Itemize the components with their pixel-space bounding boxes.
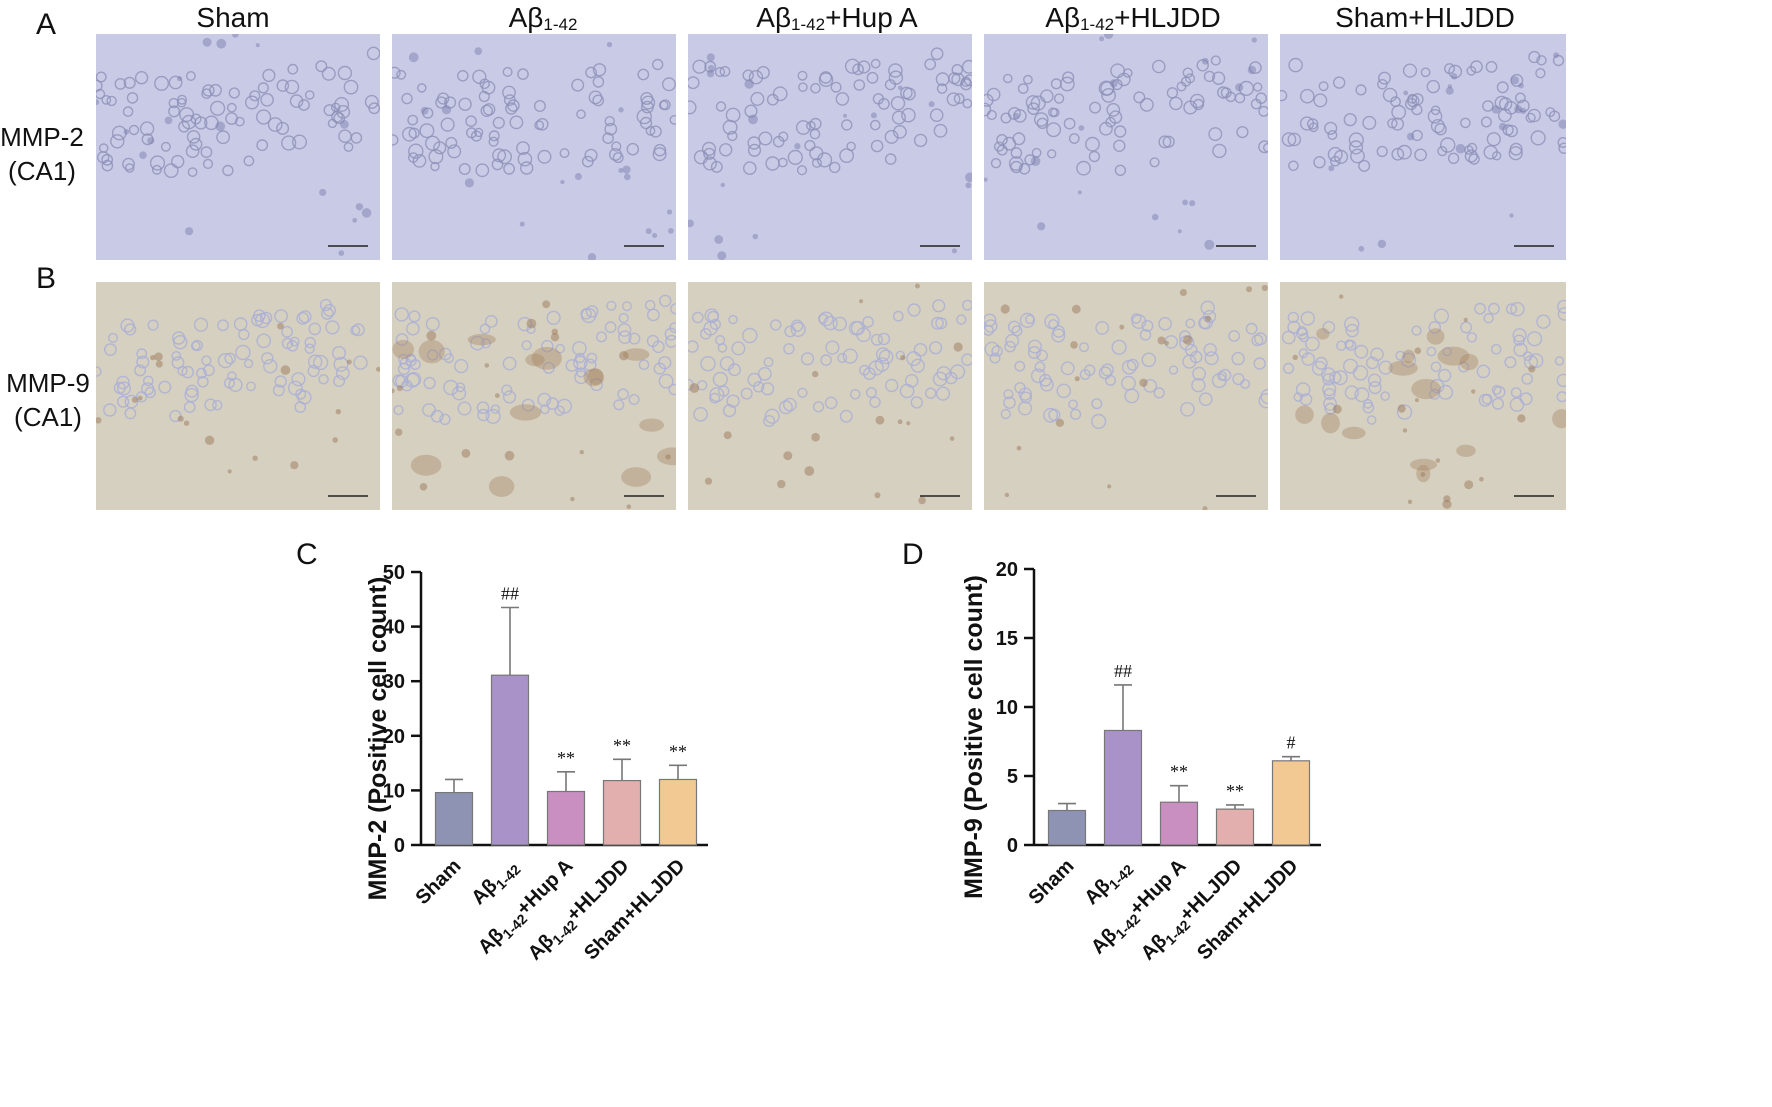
y-axis-label: MMP-9 (Positive cell count): [960, 575, 988, 899]
column-label-main: Aβ: [1045, 2, 1081, 33]
y-tick-label: 5: [1007, 766, 1018, 788]
y-tick-label: 15: [996, 628, 1018, 650]
bar: [658, 778, 698, 846]
bar: [546, 790, 586, 846]
category-label: Sham+HLJDD: [580, 855, 689, 964]
row-label-mmp9-line2: (CA1): [14, 402, 82, 432]
y-tick-label: 10: [996, 697, 1018, 719]
significance-marker: **: [557, 748, 575, 768]
y-axis-label: MMP-2 (Positive cell count): [364, 577, 392, 901]
significance-marker: **: [613, 735, 631, 755]
column-label-main: Aβ: [508, 2, 544, 33]
significance-marker: **: [1226, 781, 1244, 801]
significance-marker: #: [1287, 733, 1296, 753]
micrograph-r0-c0: [96, 34, 380, 260]
micrograph-r0-c1: [392, 34, 676, 260]
y-tick-label: 20: [383, 726, 405, 748]
y-tick-label: 40: [383, 617, 405, 639]
column-label-1: Aβ1-42: [393, 2, 693, 35]
column-label-4: Sham+HLJDD: [1275, 2, 1575, 34]
bar: [490, 674, 530, 846]
row-label-mmp2-line2: (CA1): [8, 156, 76, 186]
micrograph-r0-c2: [688, 34, 972, 260]
bar: [1047, 809, 1087, 846]
column-label-subscript: 1-42: [1080, 15, 1115, 34]
panel-letter-a: A: [36, 8, 57, 41]
bar: [434, 791, 474, 846]
y-tick-label: 20: [996, 559, 1018, 581]
column-label-2: Aβ1-42+Hup A: [687, 2, 987, 35]
column-label-subscript: 1-42: [543, 15, 578, 34]
column-label-main: Sham+HLJDD: [1335, 2, 1515, 33]
bar-chart-mmp9: 0 5 10 15 20 MMP-9 (Positive cell count) Sham #…: [960, 559, 1321, 965]
category-label: Sham+HLJDD: [1193, 855, 1302, 964]
micrograph-r1-c0: [96, 282, 380, 510]
micrograph-r0-c3: [984, 34, 1268, 260]
category-label: Sham: [411, 855, 465, 909]
column-label-0: Sham: [83, 2, 383, 34]
micrograph-r1-c1: [392, 282, 676, 510]
significance-marker: ##: [501, 583, 519, 603]
column-label-main: Aβ: [756, 2, 792, 33]
bar: [1271, 760, 1311, 846]
category-label: Sham: [1024, 855, 1078, 909]
micrograph-r1-c2: [688, 282, 972, 510]
significance-marker: ##: [1114, 661, 1132, 681]
micrograph-r1-c3: [984, 282, 1268, 510]
y-tick-label: 0: [394, 835, 405, 857]
column-label-main: Sham: [196, 2, 270, 33]
bar: [1159, 801, 1199, 846]
bar: [1103, 729, 1143, 846]
panel-letter-b: B: [36, 262, 57, 295]
y-tick-label: 50: [383, 562, 405, 584]
row-label-mmp9-line1: MMP-9: [6, 368, 90, 398]
panel-letter-c: C: [296, 538, 318, 571]
column-label-suffix: +Hup A: [825, 2, 918, 33]
column-label-3: Aβ1-42+HLJDD: [983, 2, 1283, 35]
row-label-mmp9: MMP-9 (CA1): [0, 366, 98, 434]
y-tick-label: 10: [383, 780, 405, 802]
micrograph-r0-c4: [1280, 34, 1566, 260]
row-label-mmp2-line1: MMP-2: [0, 122, 84, 152]
y-tick-label: 0: [1007, 835, 1018, 857]
panel-letter-d: D: [902, 538, 924, 571]
bar: [1215, 808, 1255, 846]
significance-marker: **: [669, 741, 687, 761]
significance-marker: **: [1170, 762, 1188, 782]
micrograph-r1-c4: [1280, 282, 1566, 510]
row-label-mmp2: MMP-2 (CA1): [0, 120, 92, 188]
bar: [602, 779, 642, 846]
column-label-suffix: +HLJDD: [1114, 2, 1221, 33]
y-tick-label: 30: [383, 671, 405, 693]
column-label-subscript: 1-42: [791, 15, 826, 34]
